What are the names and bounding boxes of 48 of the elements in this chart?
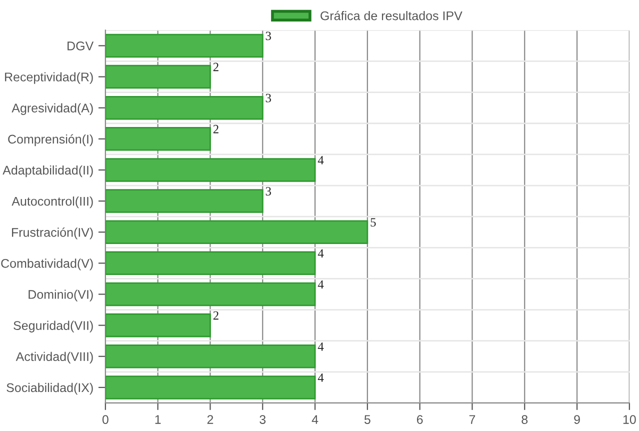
y-tick-label: Autocontrol(III) [12,196,93,208]
x-tick-label: 7 [469,415,476,424]
x-tick-label: 9 [574,415,580,424]
data-label: 2 [213,124,218,134]
x-tick-label: 10 [623,415,636,424]
legend-label: Gráfica de resultados IPV [320,10,462,20]
bar [105,127,211,151]
y-tick-label: Sociabilidad(IX) [6,382,93,395]
y-tick-label: Agresividad(A) [12,103,93,115]
data-label: 2 [213,311,218,320]
data-label: 2 [213,62,218,72]
data-label: 3 [266,32,272,40]
bar [105,96,264,120]
data-label: 4 [318,280,324,289]
data-label: 4 [318,156,324,164]
data-label: 3 [266,94,272,102]
data-label: 5 [370,218,376,227]
x-tick-label: 5 [364,415,370,424]
x-tick-label: 8 [522,415,528,424]
x-tick-label: 2 [207,415,214,424]
data-label: 4 [318,374,324,382]
bar [105,189,264,213]
bar [105,376,316,400]
y-tick-label: Adaptabilidad(II) [2,165,93,178]
y-tick-label: Seguridad(VII) [14,320,93,332]
bar [105,220,368,244]
bar [105,64,211,89]
data-label: 4 [318,249,324,258]
bar [105,282,316,306]
x-tick-label: 4 [312,415,318,424]
y-tick-label: Combatividad(V) [1,258,93,270]
y-tick-label: Actividad(VIII) [16,352,93,364]
bar [105,158,316,182]
y-tick-label: DGV [68,42,94,50]
y-tick-label: Comprensión(I) [8,134,93,146]
bar [105,344,316,368]
bar [105,251,316,276]
data-label: 4 [318,342,324,351]
bar [105,34,264,58]
y-tick-label: Frustración(IV) [12,228,93,240]
x-tick-label: 3 [260,415,266,424]
data-label: 3 [266,187,272,196]
x-tick-label: 1 [155,415,161,424]
y-tick-label: Dominio(VI) [28,290,93,302]
y-tick-label: Receptividad(R) [5,72,93,84]
x-tick-label: 0 [102,415,108,424]
bar [105,313,211,338]
x-tick-label: 6 [416,415,423,424]
